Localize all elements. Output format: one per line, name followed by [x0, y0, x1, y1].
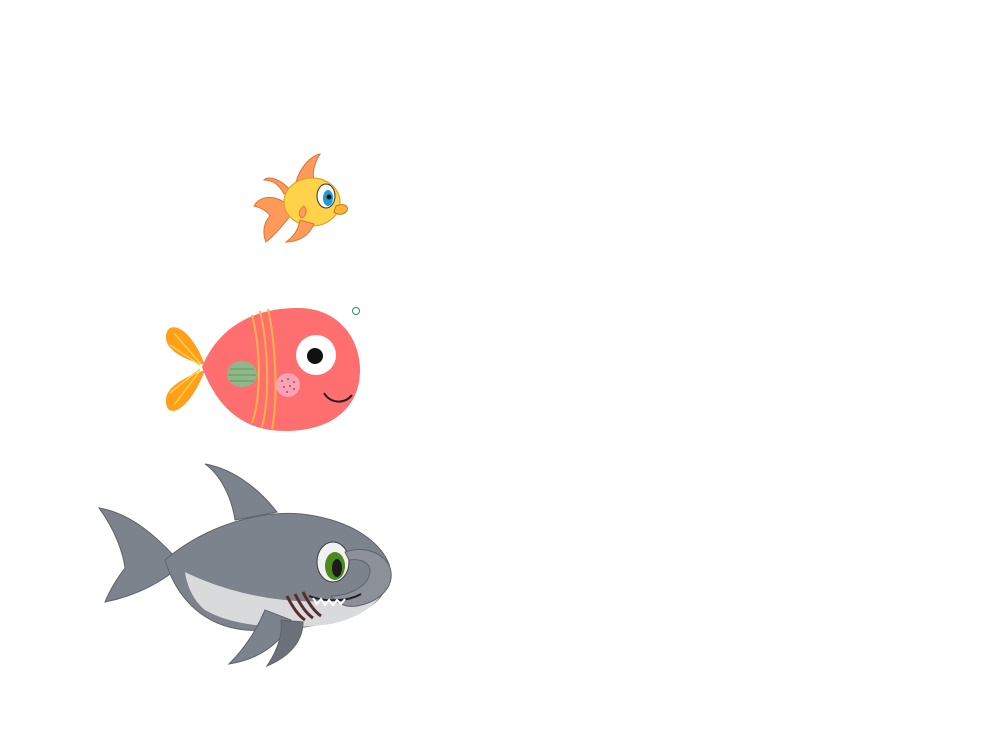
pink-fish-sprite[interactable]: [160, 305, 365, 435]
shark-icon: [97, 463, 392, 668]
bubble-icon: [352, 307, 360, 315]
bubble-sprite: [351, 306, 361, 316]
pink-fish-icon: [165, 307, 360, 431]
goldfish-sprite[interactable]: [250, 150, 350, 245]
shark-sprite[interactable]: [95, 460, 395, 670]
goldfish-icon: [253, 153, 349, 243]
